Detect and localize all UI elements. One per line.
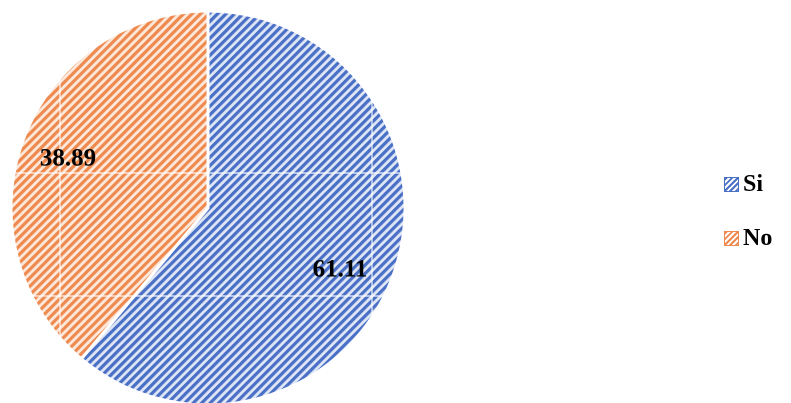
legend: Si No bbox=[724, 172, 772, 280]
legend-item-no: No bbox=[724, 226, 772, 250]
pie-slice-si bbox=[79, 9, 407, 403]
gridlines bbox=[0, 0, 440, 403]
data-label-no: 38.89 bbox=[40, 145, 96, 172]
legend-label-si: Si bbox=[743, 171, 764, 197]
legend-swatch-si bbox=[724, 176, 739, 192]
pie-slices bbox=[9, 9, 407, 403]
pie-data-labels: 61.11 38.89 bbox=[40, 145, 368, 283]
legend-label-no: No bbox=[743, 225, 773, 251]
data-label-si: 61.11 bbox=[313, 256, 368, 283]
legend-swatch-no bbox=[724, 230, 739, 246]
legend-item-si: Si bbox=[724, 172, 772, 196]
